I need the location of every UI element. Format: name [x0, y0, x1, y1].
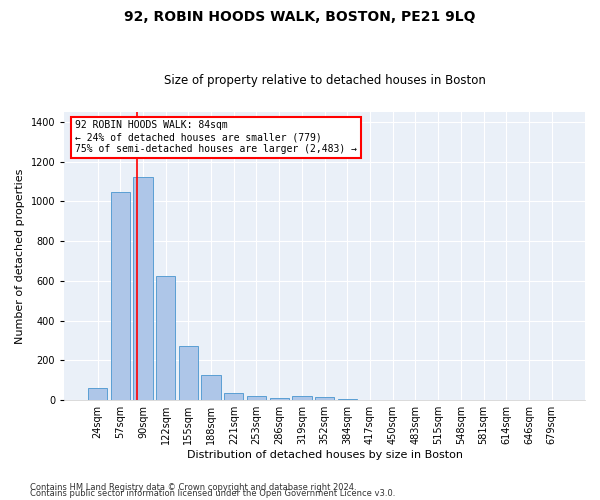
- Bar: [133, 178, 152, 400]
- Bar: [292, 396, 311, 400]
- Bar: [88, 388, 107, 400]
- Bar: [110, 192, 130, 400]
- Text: 92, ROBIN HOODS WALK, BOSTON, PE21 9LQ: 92, ROBIN HOODS WALK, BOSTON, PE21 9LQ: [124, 10, 476, 24]
- Bar: [247, 396, 266, 400]
- Bar: [156, 276, 175, 400]
- Bar: [315, 397, 334, 400]
- Y-axis label: Number of detached properties: Number of detached properties: [15, 168, 25, 344]
- Text: 92 ROBIN HOODS WALK: 84sqm
← 24% of detached houses are smaller (779)
75% of sem: 92 ROBIN HOODS WALK: 84sqm ← 24% of deta…: [74, 120, 356, 154]
- Bar: [338, 399, 357, 400]
- Bar: [179, 346, 198, 400]
- Bar: [269, 398, 289, 400]
- Text: Contains public sector information licensed under the Open Government Licence v3: Contains public sector information licen…: [30, 490, 395, 498]
- Title: Size of property relative to detached houses in Boston: Size of property relative to detached ho…: [164, 74, 485, 87]
- Bar: [202, 376, 221, 400]
- Text: Contains HM Land Registry data © Crown copyright and database right 2024.: Contains HM Land Registry data © Crown c…: [30, 484, 356, 492]
- Bar: [224, 392, 244, 400]
- X-axis label: Distribution of detached houses by size in Boston: Distribution of detached houses by size …: [187, 450, 463, 460]
